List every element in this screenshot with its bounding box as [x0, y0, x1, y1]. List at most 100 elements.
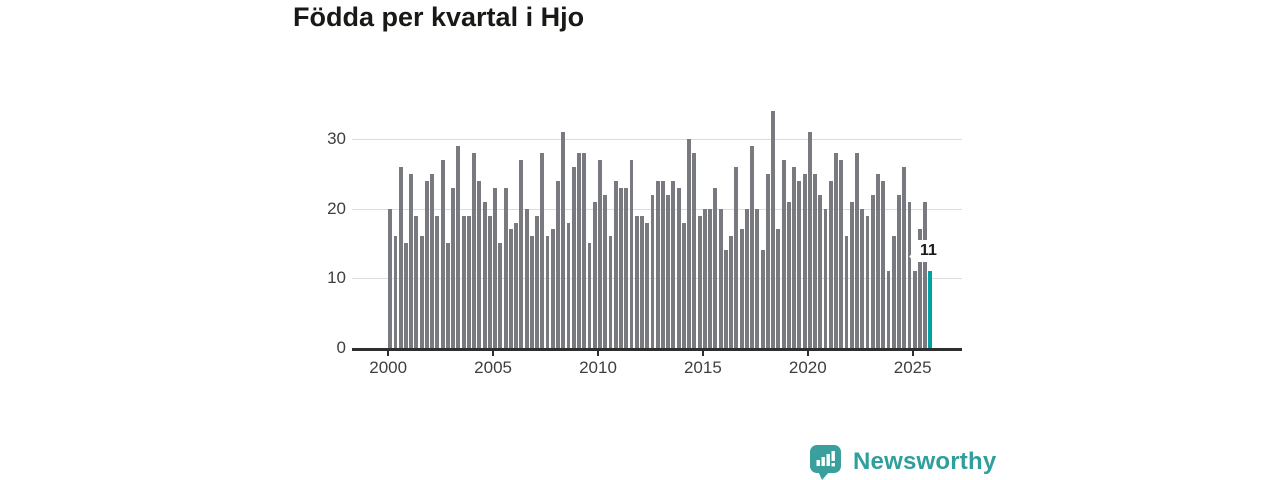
newsworthy-logo-text: Newsworthy	[853, 447, 997, 475]
bar	[440, 159, 445, 348]
x-axis-line	[352, 348, 962, 351]
x-axis-tick-label: 2000	[369, 358, 408, 377]
bar	[660, 180, 665, 348]
bar	[582, 152, 587, 348]
bar	[734, 166, 739, 348]
bar	[550, 229, 555, 348]
bar	[650, 194, 655, 348]
bar	[834, 152, 838, 348]
bar	[477, 180, 482, 348]
bar	[524, 208, 529, 348]
bar	[577, 152, 581, 348]
bar	[744, 208, 749, 348]
x-axis-tick	[492, 350, 495, 356]
bar	[398, 166, 403, 348]
bar	[713, 187, 718, 348]
bar	[870, 194, 875, 348]
bar	[917, 229, 922, 348]
bar	[503, 187, 508, 348]
bar	[881, 180, 886, 348]
bar	[671, 180, 676, 348]
bar	[839, 159, 844, 348]
bar	[923, 201, 928, 348]
newsworthy-logo[interactable]: Newsworthy	[808, 443, 996, 480]
bar	[802, 173, 807, 348]
bar	[545, 236, 550, 348]
bar	[472, 152, 477, 348]
callout-value: 11	[920, 242, 937, 259]
bar	[461, 215, 466, 348]
newsworthy-logo-icon	[810, 445, 841, 480]
bar	[739, 229, 744, 348]
bar	[435, 215, 440, 348]
bar	[886, 271, 891, 348]
bar	[566, 222, 571, 348]
bar	[587, 243, 592, 348]
bar	[608, 236, 613, 348]
bar	[723, 250, 728, 348]
x-axis-tick-label: 2015	[683, 358, 722, 377]
bar	[807, 131, 812, 348]
value-callout: 11	[909, 240, 942, 263]
bar	[624, 187, 629, 348]
x-axis-tick	[911, 350, 914, 356]
x-axis-tick-label: 2005	[474, 358, 512, 377]
bar	[409, 173, 414, 348]
bar	[424, 180, 429, 348]
x-axis-tick-label: 2025	[893, 358, 932, 377]
highlighted-bar	[928, 271, 933, 348]
bar	[907, 201, 912, 348]
bar	[529, 236, 534, 348]
bar	[813, 173, 817, 348]
bar	[482, 201, 487, 348]
bar	[519, 159, 524, 348]
bar	[697, 215, 702, 348]
x-axis-tick	[806, 350, 809, 356]
bar	[613, 180, 618, 348]
bar	[891, 236, 896, 348]
y-axis-tick-label: 10	[327, 268, 346, 288]
bar	[603, 194, 608, 348]
bar	[855, 152, 859, 348]
bar	[818, 194, 823, 348]
bar	[750, 145, 755, 348]
y-axis-tick-label: 30	[327, 128, 346, 148]
bar	[535, 215, 539, 348]
bar	[592, 201, 597, 348]
bar	[393, 236, 398, 348]
bar	[718, 208, 723, 348]
bar	[634, 215, 639, 348]
x-axis-tick-label: 2020	[788, 358, 827, 377]
bar	[708, 208, 713, 348]
bar	[629, 159, 634, 348]
bar	[897, 194, 901, 348]
x-axis-tick	[701, 350, 704, 356]
bar	[571, 166, 576, 348]
bar	[771, 110, 776, 348]
bar	[797, 180, 802, 348]
x-axis-tick	[597, 350, 599, 356]
bar	[645, 222, 650, 348]
bar	[902, 166, 907, 348]
bar	[598, 159, 602, 348]
bar	[456, 145, 461, 348]
x-axis-tick	[387, 350, 390, 356]
bar	[561, 131, 566, 348]
bar	[755, 208, 760, 348]
bar	[540, 152, 545, 348]
gridline	[352, 138, 962, 140]
bar	[792, 166, 796, 348]
bar	[403, 243, 408, 348]
bar	[508, 229, 513, 348]
bar	[823, 208, 828, 348]
bar	[687, 138, 692, 348]
bar	[844, 236, 849, 348]
bar	[849, 201, 854, 348]
bar	[729, 236, 734, 348]
bar	[681, 222, 686, 348]
bar	[676, 187, 681, 348]
bar	[487, 215, 492, 348]
bar	[692, 152, 697, 348]
bar	[556, 180, 560, 348]
